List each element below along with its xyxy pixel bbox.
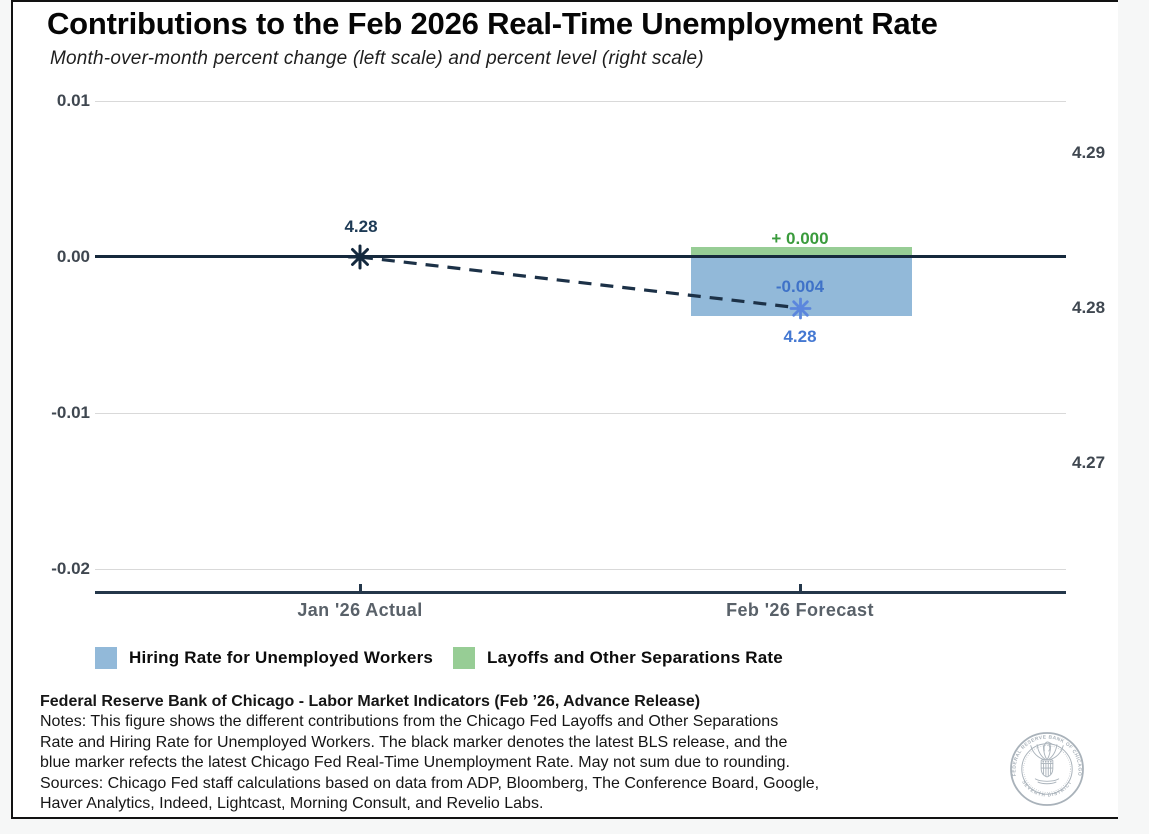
realtime-forecast-asterisk-marker [789, 297, 812, 320]
legend-swatch-layoffs [453, 647, 476, 669]
x-label-feb-forecast: Feb '26 Forecast [726, 600, 874, 620]
jan-level-label: 4.28 [344, 217, 378, 236]
right-axis-tick: 4.29 [1072, 143, 1106, 162]
chart-subtitle: Month-over-month percent change (left sc… [50, 48, 704, 69]
bls-actual-asterisk-marker [347, 244, 373, 270]
hiring-contribution-label: -0.004 [775, 277, 825, 296]
left-axis-tick: 0.00 [56, 247, 90, 266]
svg-text:SEVENTH DISTRICT: SEVENTH DISTRICT [1021, 780, 1073, 798]
zero-line [95, 255, 1066, 258]
notes-line: blue marker refects the latest Chicago F… [40, 754, 790, 772]
footer-notes: Federal Reserve Bank of Chicago - Labor … [40, 692, 970, 814]
x-label-jan-actual: Jan '26 Actual [297, 600, 423, 620]
notes-line: Notes: This figure shows the different c… [40, 713, 779, 731]
right-axis-tick: 4.28 [1072, 298, 1106, 317]
gridline-0p01 [95, 101, 1066, 102]
source-release-line: Federal Reserve Bank of Chicago - Labor … [40, 693, 701, 710]
left-axis-tick: -0.01 [51, 403, 90, 422]
dashed-connector-line [359, 255, 801, 310]
notes-line: Rate and Hiring Rate for Unemployed Work… [40, 733, 788, 751]
layoffs-contribution-label: + 0.000 [771, 229, 829, 248]
legend-item-layoffs: Layoffs and Other Separations Rate [453, 647, 783, 669]
seal-eagle-icon [1030, 741, 1064, 785]
left-axis-tick: -0.02 [51, 559, 90, 578]
chart-title: Contributions to the Feb 2026 Real-Time … [47, 6, 938, 41]
gridline-neg0p01 [95, 413, 1066, 414]
notes-line: Haver Analytics, Indeed, Lightcast, Morn… [40, 795, 544, 813]
x-axis-tick-jan [359, 584, 362, 592]
gridline-neg0p02 [95, 569, 1066, 570]
legend: Hiring Rate for Unemployed Workers Layof… [95, 647, 783, 669]
right-axis-tick: 4.27 [1072, 453, 1106, 472]
chicago-fed-seal-logo: FEDERAL RESERVE BANK OF CHICAGO SEVENTH … [1010, 732, 1084, 806]
legend-label-hiring: Hiring Rate for Unemployed Workers [129, 648, 434, 667]
chart-card [11, 0, 1118, 819]
left-axis-tick: 0.01 [56, 91, 90, 110]
legend-label-layoffs: Layoffs and Other Separations Rate [487, 648, 783, 667]
legend-item-hiring: Hiring Rate for Unemployed Workers [95, 647, 433, 669]
seal-ring-bottom-text: SEVENTH DISTRICT [1021, 780, 1072, 798]
bar-layoffs-separations [691, 247, 912, 256]
notes-line: Sources: Chicago Fed staff calculations … [40, 774, 820, 792]
x-axis-tick-feb [799, 584, 802, 592]
legend-swatch-hiring [95, 647, 117, 669]
x-axis-line [95, 591, 1066, 594]
feb-level-label: 4.28 [783, 327, 817, 346]
